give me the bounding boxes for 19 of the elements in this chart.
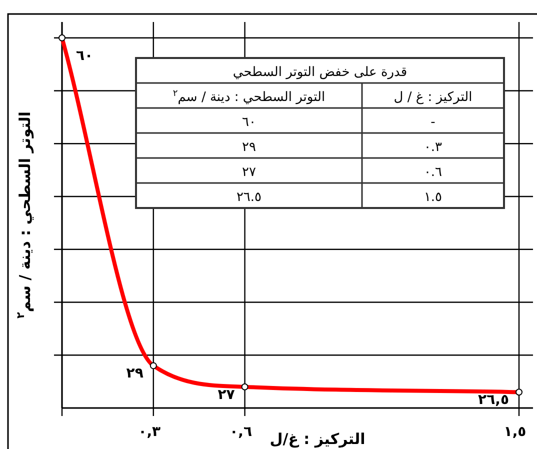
- x-tick-label: ١,٥: [504, 424, 526, 440]
- annotation: ٢٩: [242, 140, 256, 155]
- annotation: قدرة على خفض التوتر السطحي: [232, 65, 408, 80]
- x-tick-label: ٠,٦: [230, 424, 252, 440]
- x-axis-title: التركيز : غ/ل: [270, 430, 366, 448]
- data-label: ٢٧: [218, 386, 236, 403]
- annotation: التركيز : غ / ل: [394, 90, 472, 105]
- annotation: -: [430, 115, 436, 130]
- annotation: ٠.٣: [424, 140, 442, 155]
- data-label: ٢٩: [126, 366, 144, 382]
- annotation: ٦٠: [242, 115, 256, 130]
- annotation: ١.٥: [424, 190, 442, 205]
- annotation: ٢٦.٥: [236, 190, 262, 205]
- data-label: ٦٠: [76, 48, 94, 64]
- annotation: التوتر السطحي : دينة / سم$^{٢}$: [172, 89, 326, 105]
- annotation: ٠.٦: [424, 165, 442, 180]
- data-label: ٢٦,٥: [478, 392, 509, 408]
- x-tick-label: ٠,٣: [138, 424, 162, 440]
- annotation: ٢٧: [242, 165, 256, 180]
